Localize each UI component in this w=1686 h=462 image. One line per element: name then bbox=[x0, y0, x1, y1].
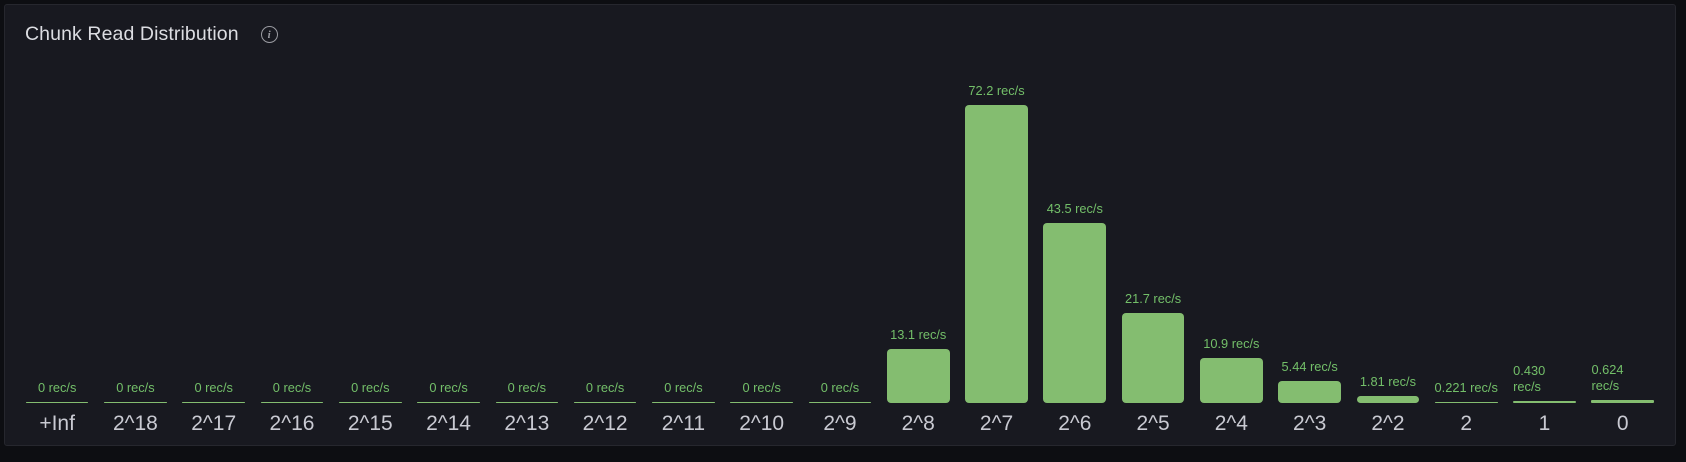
bar-value-label: 21.7 rec/s bbox=[1124, 291, 1182, 307]
bar[interactable] bbox=[417, 401, 480, 403]
bar-value-label: 13.1 rec/s bbox=[890, 326, 947, 342]
x-axis-label: 2^2 bbox=[1371, 412, 1405, 435]
bar-value-label: 0 rec/s bbox=[664, 379, 703, 395]
x-axis-label: 2^4 bbox=[1214, 412, 1248, 435]
bar[interactable] bbox=[338, 401, 402, 403]
bar-column: 0 rec/s 2^14 bbox=[409, 49, 487, 445]
info-icon[interactable]: i bbox=[260, 25, 278, 43]
bar[interactable] bbox=[652, 401, 715, 403]
bar-column: 0 rec/s 2^12 bbox=[566, 49, 644, 445]
x-axis-label: 1 bbox=[1538, 412, 1551, 435]
bar-column: 0 rec/s 2^13 bbox=[488, 49, 566, 445]
x-axis-label: 2^15 bbox=[347, 412, 393, 435]
bar-value-label: 0 rec/s bbox=[116, 379, 155, 395]
x-axis-label: 2^8 bbox=[901, 412, 935, 435]
x-axis-label: 0 bbox=[1616, 412, 1629, 435]
bar[interactable] bbox=[25, 401, 89, 403]
x-axis-label: 2^10 bbox=[739, 412, 785, 435]
bar-column: 0 rec/s 2^18 bbox=[96, 49, 174, 445]
bar-value-label: 0.221 rec/s bbox=[1434, 379, 1498, 395]
bar-value-label: 43.5 rec/s bbox=[1046, 201, 1103, 217]
x-axis-label: 2^14 bbox=[426, 412, 471, 435]
bar-value-label: 0 rec/s bbox=[820, 379, 860, 395]
bar-column: 72.2 rec/s 2^7 bbox=[957, 49, 1035, 445]
bar-column: 5.44 rec/s 2^3 bbox=[1271, 49, 1349, 445]
bar-column: 0 rec/s 2^11 bbox=[644, 49, 722, 445]
x-axis-label: 2^13 bbox=[504, 412, 550, 435]
x-axis-label: 2^12 bbox=[582, 412, 628, 435]
bar-value-label: 0 rec/s bbox=[742, 379, 781, 395]
bar[interactable] bbox=[104, 401, 167, 403]
chart-panel: Chunk Read Distribution i 0 rec/s +Inf 0 r… bbox=[4, 4, 1676, 446]
x-axis-label: 2^5 bbox=[1136, 412, 1170, 435]
x-axis-label: 2^18 bbox=[112, 412, 158, 435]
bar-column: 0 rec/s 2^15 bbox=[331, 49, 409, 445]
bar[interactable] bbox=[1356, 395, 1420, 403]
bar-value-label: 0 rec/s bbox=[429, 379, 468, 395]
bar-column: 0 rec/s 2^10 bbox=[723, 49, 801, 445]
bar[interactable] bbox=[730, 401, 793, 403]
bar-column: 0 rec/s 2^17 bbox=[175, 49, 253, 445]
bar-value-label: 0.430 rec/s bbox=[1513, 363, 1546, 395]
bar-column: 21.7 rec/s 2^5 bbox=[1114, 49, 1192, 445]
bar-value-label: 0.624 rec/s bbox=[1591, 362, 1624, 394]
bar[interactable] bbox=[1278, 380, 1341, 403]
bar-column: 0.430 rec/s 1 bbox=[1505, 49, 1583, 445]
bar-column: 0.221 rec/s 2 bbox=[1427, 49, 1505, 445]
bar[interactable] bbox=[573, 401, 637, 403]
bar-value-label: 0 rec/s bbox=[194, 379, 233, 395]
bar-value-label: 5.44 rec/s bbox=[1281, 358, 1338, 374]
bar[interactable] bbox=[1434, 401, 1498, 403]
bar-column: 1.81 rec/s 2^2 bbox=[1349, 49, 1427, 445]
x-axis-label: 2^9 bbox=[823, 412, 857, 435]
bar-column: 0.624 rec/s 0 bbox=[1584, 49, 1662, 445]
bar[interactable] bbox=[1513, 401, 1576, 403]
x-axis-label: 2^6 bbox=[1058, 412, 1092, 435]
bar[interactable] bbox=[1200, 357, 1263, 403]
bar-column: 0 rec/s 2^9 bbox=[801, 49, 879, 445]
bar[interactable] bbox=[1591, 400, 1655, 403]
bar-column: 43.5 rec/s 2^6 bbox=[1036, 49, 1114, 445]
bar[interactable] bbox=[182, 401, 246, 403]
bar-value-label: 0 rec/s bbox=[507, 379, 547, 395]
bar[interactable] bbox=[886, 348, 950, 403]
bar[interactable] bbox=[260, 401, 324, 403]
bar[interactable] bbox=[965, 104, 1028, 403]
panel-title: Chunk Read Distribution bbox=[25, 22, 239, 45]
bar-chart: 0 rec/s +Inf 0 rec/s 2^18 0 rec/s 2^17 0 rec/s… bbox=[5, 49, 1675, 445]
bar-column: 10.9 rec/s 2^4 bbox=[1192, 49, 1270, 445]
bar[interactable] bbox=[495, 401, 559, 403]
bar[interactable] bbox=[808, 401, 872, 403]
x-axis-label: 2 bbox=[1460, 412, 1473, 435]
bar[interactable] bbox=[1043, 223, 1107, 403]
bar-column: 13.1 rec/s 2^8 bbox=[879, 49, 957, 445]
x-axis-label: 2^17 bbox=[191, 412, 237, 435]
bar[interactable] bbox=[1121, 313, 1185, 403]
bar-value-label: 0 rec/s bbox=[585, 379, 625, 395]
x-axis-label: 2^11 bbox=[661, 412, 706, 435]
bar-value-label: 1.81 rec/s bbox=[1359, 373, 1417, 389]
bar-value-label: 10.9 rec/s bbox=[1203, 336, 1260, 351]
x-axis-label: 2^7 bbox=[979, 412, 1014, 435]
x-axis-label: 2^3 bbox=[1293, 412, 1327, 435]
bar-value-label: 0 rec/s bbox=[37, 379, 77, 395]
x-axis-label: 2^16 bbox=[269, 412, 315, 435]
bar-value-label: 0 rec/s bbox=[351, 379, 390, 395]
bar-column: 0 rec/s +Inf bbox=[18, 49, 96, 445]
panel-header: Chunk Read Distribution i bbox=[5, 5, 1675, 48]
x-axis-label: +Inf bbox=[39, 412, 75, 435]
bar-value-label: 0 rec/s bbox=[272, 379, 312, 395]
bar-value-label: 72.2 rec/s bbox=[968, 82, 1025, 98]
bar-column: 0 rec/s 2^16 bbox=[253, 49, 331, 445]
